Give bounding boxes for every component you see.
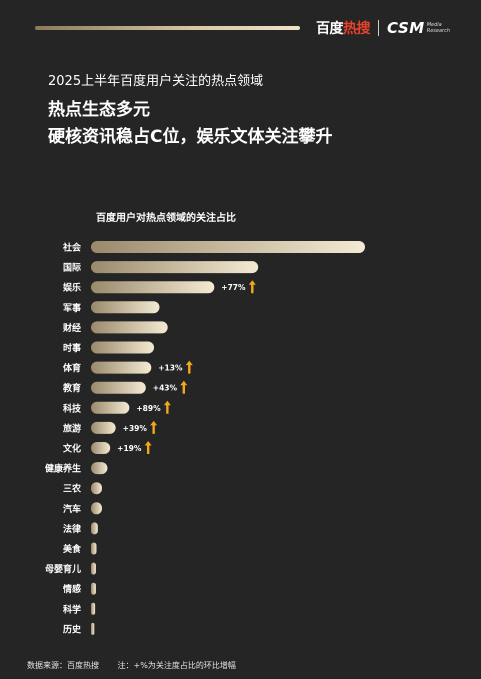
bar [91, 542, 97, 555]
category-label: 时事 [63, 342, 81, 354]
page-subtitle: 2025上半年百度用户关注的热点领域 [48, 74, 264, 89]
bar [91, 261, 259, 274]
footer: 数据来源：百度热搜 注：+%为关注度占比的环比增幅 [27, 660, 252, 671]
bar [91, 401, 130, 414]
category-label: 教育 [62, 382, 81, 394]
bar [91, 421, 116, 434]
headline-primary: 热点生态多元 [48, 100, 150, 120]
category-label: 情感 [62, 583, 81, 595]
category-label: 历史 [63, 623, 82, 635]
bar [91, 361, 152, 374]
logo-divider [378, 20, 379, 36]
growth-arrow-up-icon [163, 400, 171, 414]
growth-arrow-up-icon [144, 441, 152, 454]
footer-source: 数据来源：百度热搜 [27, 661, 99, 670]
category-label: 国际 [63, 263, 81, 274]
baidu-hot-search-logo: 百度热搜 [316, 18, 371, 38]
csm-sub-media: Media [426, 22, 442, 28]
csm-logo-subtext: Media Research [427, 22, 450, 34]
category-label: 三农 [63, 483, 82, 495]
growth-label: +77% [221, 283, 246, 292]
growth-label: +13% [158, 364, 183, 373]
bar [91, 321, 168, 334]
growth-label: +43% [153, 384, 178, 393]
category-label: 法律 [63, 523, 81, 535]
bar [91, 622, 95, 635]
category-label: 文化 [62, 443, 81, 455]
growth-arrow-up-icon [150, 420, 158, 434]
bar [91, 562, 96, 575]
category-label: 健康养生 [45, 463, 81, 475]
footer-note: 注：+%为关注度占比的环比增幅 [117, 661, 236, 670]
category-label: 科技 [63, 402, 82, 414]
growth-arrow-up-icon [185, 360, 193, 374]
logo-hot-text: 热搜 [343, 21, 371, 37]
bar [91, 341, 155, 354]
bar [91, 442, 111, 454]
bar [91, 482, 102, 495]
category-label: 财经 [62, 322, 81, 334]
header-accent-bar [35, 26, 300, 30]
bar [91, 602, 96, 615]
growth-label: +89% [136, 404, 161, 413]
growth-arrow-up-icon [180, 380, 188, 394]
category-label: 娱乐 [63, 282, 81, 294]
category-label: 汽车 [63, 503, 81, 515]
bar [91, 462, 108, 475]
category-label: 体育 [63, 362, 81, 374]
category-label: 社会 [62, 242, 82, 254]
bar [91, 241, 365, 253]
category-label: 科学 [63, 603, 81, 615]
brand-logos: 百度热搜 CSM Media Research [316, 18, 450, 38]
growth-arrow-up-icon [248, 280, 256, 294]
headline-secondary: 硬核资讯稳占C位，娱乐文体关注攀升 [48, 127, 333, 147]
category-label: 旅游 [63, 422, 81, 434]
category-label: 美食 [63, 543, 82, 555]
category-label: 军事 [63, 302, 81, 314]
category-label: 母婴育儿 [45, 563, 81, 575]
csm-logo: CSM [387, 19, 425, 37]
bar [91, 502, 102, 515]
growth-label: +39% [123, 424, 148, 433]
bar [91, 381, 146, 394]
csm-sub-research: Research [426, 28, 450, 34]
bar [91, 301, 160, 314]
bar [91, 582, 96, 595]
logo-baidu-text: 百度 [316, 21, 344, 37]
chart-title: 百度用户对热点领域的关注占比 [96, 213, 236, 224]
growth-label: +19% [117, 444, 142, 453]
bar [91, 281, 215, 294]
bar [91, 522, 98, 535]
